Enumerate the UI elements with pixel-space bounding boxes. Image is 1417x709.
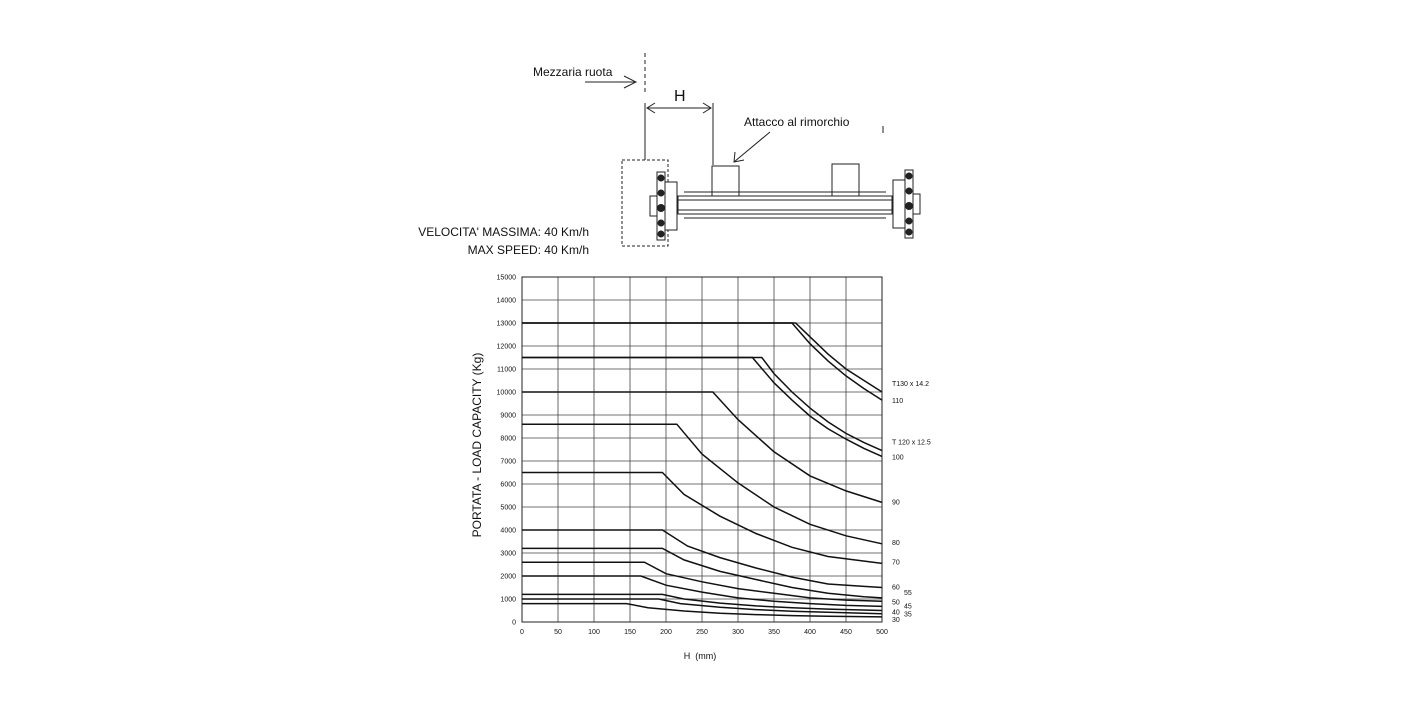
x-tick-label: 100 bbox=[588, 629, 600, 636]
wheel-envelope bbox=[621, 159, 669, 247]
series-label: T 120 x 12.5 bbox=[892, 440, 931, 447]
y-tick-label: 8000 bbox=[500, 436, 516, 443]
chart-grid bbox=[521, 276, 883, 623]
series-line bbox=[522, 529, 883, 589]
x-tick-label: 500 bbox=[876, 629, 888, 636]
x-axis-label: H (mm) bbox=[684, 651, 717, 661]
series-label: 40 bbox=[892, 610, 900, 617]
hub-right bbox=[892, 169, 921, 239]
trailer-mount-label: Attacco al rimorchio bbox=[744, 115, 850, 129]
axle-diagram: Mezzaria ruota H Attacco al rimorchio bbox=[533, 53, 921, 247]
dimension-h-line bbox=[644, 102, 714, 165]
series-line bbox=[522, 561, 883, 603]
series-line bbox=[522, 356, 883, 458]
series-label: T130 x 14.2 bbox=[892, 381, 929, 388]
x-axis-ticks: 0 50 100 150 200 250 300 350 400 450 500 bbox=[520, 629, 888, 636]
trailer-mount-arrow bbox=[733, 131, 771, 163]
axle-beam bbox=[677, 191, 893, 219]
chart-series bbox=[522, 322, 883, 618]
series-labels: T130 x 14.2 110 T 120 x 12.5 100 90 80 70 60 55 5… bbox=[892, 381, 931, 624]
series-line bbox=[522, 423, 883, 545]
series-label: 110 bbox=[892, 398, 903, 405]
y-tick-label: 0 bbox=[512, 620, 516, 627]
plot-frame bbox=[521, 276, 883, 623]
wheel-centerline-label: Mezzaria ruota bbox=[533, 65, 613, 79]
y-tick-label: 13000 bbox=[497, 321, 517, 328]
x-tick-label: 0 bbox=[520, 629, 524, 636]
y-tick-label: 11000 bbox=[497, 367, 516, 374]
max-speed-english: MAX SPEED: 40 Km/h bbox=[468, 243, 589, 257]
max-speed-italian: VELOCITA' MASSIMA: 40 Km/h bbox=[418, 225, 589, 239]
series-line bbox=[522, 593, 883, 612]
y-tick-label: 9000 bbox=[500, 413, 516, 420]
y-tick-label: 14000 bbox=[497, 298, 517, 305]
y-tick-label: 12000 bbox=[497, 344, 517, 351]
y-axis-label: PORTATA - LOAD CAPACITY (Kg) bbox=[470, 353, 484, 538]
series-line bbox=[522, 471, 883, 565]
x-tick-label: 50 bbox=[554, 629, 562, 636]
centerline-arrow bbox=[585, 75, 638, 89]
mount-bracket-left bbox=[711, 165, 740, 197]
hub-left bbox=[649, 171, 678, 241]
series-label: 45 bbox=[904, 603, 912, 610]
series-label: 55 bbox=[904, 590, 912, 597]
load-capacity-chart: 0 50 100 150 200 250 300 350 400 450 500 0 1000 2000… bbox=[470, 275, 931, 662]
x-tick-label: 250 bbox=[696, 629, 708, 636]
dimension-h-label: H bbox=[674, 88, 686, 105]
x-tick-label: 400 bbox=[804, 629, 816, 636]
series-label: 30 bbox=[892, 617, 900, 624]
series-label: 80 bbox=[892, 540, 900, 547]
y-tick-label: 10000 bbox=[497, 390, 517, 397]
series-label: 70 bbox=[892, 559, 900, 566]
series-line bbox=[522, 575, 883, 608]
y-axis-ticks: 0 1000 2000 3000 4000 5000 6000 7000 8000 9000 100… bbox=[497, 275, 517, 627]
y-tick-label: 15000 bbox=[497, 275, 517, 282]
series-label: 35 bbox=[904, 612, 912, 619]
y-tick-label: 2000 bbox=[500, 574, 516, 581]
series-label: 90 bbox=[892, 499, 900, 506]
mount-bracket-right bbox=[831, 163, 860, 197]
series-line bbox=[522, 547, 883, 599]
y-tick-label: 7000 bbox=[500, 459, 516, 466]
series-label: 100 bbox=[892, 454, 904, 461]
series-line bbox=[522, 602, 883, 618]
x-tick-label: 350 bbox=[768, 629, 780, 636]
series-label: 60 bbox=[892, 585, 900, 592]
x-tick-label: 450 bbox=[840, 629, 852, 636]
series-line bbox=[522, 598, 883, 615]
series-line bbox=[522, 391, 883, 504]
y-tick-label: 1000 bbox=[500, 597, 516, 604]
series-label: 50 bbox=[892, 599, 900, 606]
y-tick-label: 4000 bbox=[500, 528, 516, 535]
x-tick-label: 200 bbox=[660, 629, 672, 636]
y-tick-label: 6000 bbox=[500, 482, 516, 489]
x-tick-label: 150 bbox=[624, 629, 636, 636]
series-line bbox=[522, 322, 883, 393]
series-line bbox=[522, 322, 883, 401]
y-tick-label: 3000 bbox=[500, 551, 516, 558]
y-tick-label: 5000 bbox=[500, 505, 516, 512]
series-line bbox=[522, 356, 883, 452]
x-tick-label: 300 bbox=[732, 629, 744, 636]
